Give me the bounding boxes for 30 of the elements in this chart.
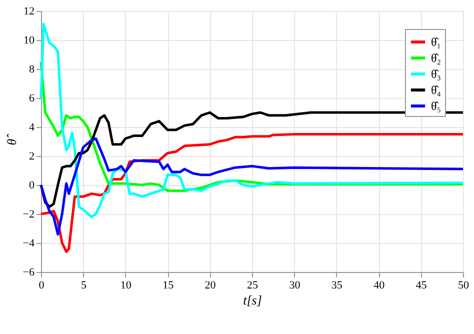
legend-label: θ̂₁ [431, 35, 441, 49]
line-series [40, 137, 464, 236]
x-tick-label: 50 [458, 280, 470, 292]
x-axis-title: t[s] [243, 292, 262, 308]
x-tick-label: 30 [289, 280, 301, 292]
y-tick-label: −4 [22, 238, 35, 250]
y-tick-label: 0 [29, 180, 35, 192]
y-tick-label: 10 [24, 34, 35, 46]
line-series [40, 22, 464, 218]
y-tick-label: 8 [29, 64, 35, 76]
legend-label: θ̂₃ [431, 67, 441, 81]
y-tick-label: 12 [24, 6, 34, 18]
y-tick-label: −2 [22, 208, 34, 220]
x-tick-label: 5 [80, 280, 87, 292]
legend-label: θ̂₄ [431, 83, 441, 97]
x-tick-label: 40 [374, 280, 386, 292]
x-tick-label: 20 [204, 280, 216, 292]
x-tick-label: 15 [162, 280, 174, 292]
legend-label: θ̂₅ [431, 99, 441, 113]
x-tick-label: 35 [331, 280, 343, 292]
y-tick-label: −6 [22, 266, 35, 278]
x-tick-label: 10 [120, 280, 132, 292]
y-tick-label: 4 [29, 122, 35, 134]
x-tick-label: 45 [416, 280, 428, 292]
legend-label: θ̂₂ [431, 51, 441, 65]
x-tick-label: 25 [247, 280, 258, 292]
y-tick-label: 6 [29, 92, 35, 104]
y-tick-label: 2 [29, 150, 34, 162]
x-tick-label: 0 [38, 280, 45, 292]
y-axis-title: θ̂ [4, 134, 19, 146]
